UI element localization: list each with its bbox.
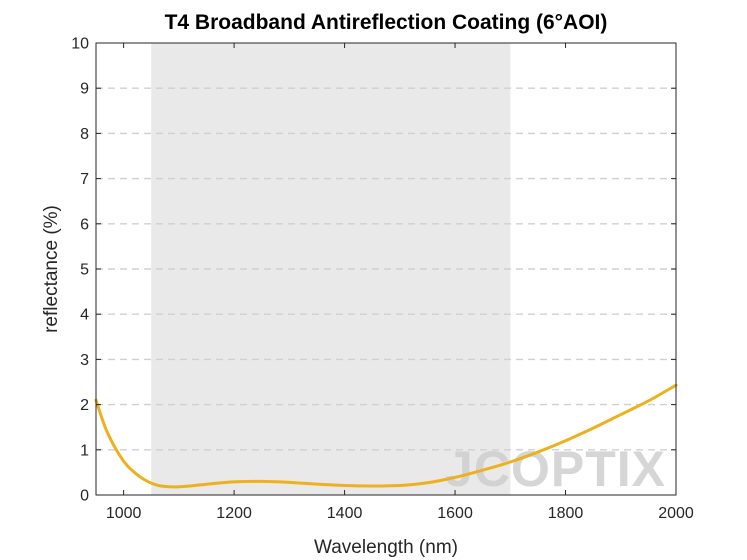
y-tick-label: 5 (80, 262, 89, 279)
watermark: JCOPTIX (445, 441, 666, 497)
y-tick-label: 3 (80, 352, 89, 369)
y-tick-label: 7 (80, 171, 89, 188)
y-tick-label: 0 (80, 488, 89, 505)
x-axis-ticks: 1000 1200 1400 1600 1800 2000 (106, 43, 694, 522)
x-tick-label: 1600 (437, 505, 473, 522)
x-tick-label: 1200 (216, 505, 252, 522)
y-tick-label: 6 (80, 216, 89, 233)
x-tick-label: 1800 (548, 505, 584, 522)
x-axis-label: Wavelength (nm) (314, 537, 458, 558)
y-tick-label: 2 (80, 397, 89, 414)
x-tick-label: 2000 (658, 505, 694, 522)
x-tick-label: 1000 (106, 505, 142, 522)
series-line (94, 383, 678, 489)
gridlines (96, 87, 676, 451)
y-tick-label: 8 (80, 126, 89, 143)
chart-title: T4 Broadband Antireflection Coating (6°A… (165, 11, 608, 34)
y-axis-ticks: 0 1 2 3 4 5 6 7 8 9 10 (71, 36, 676, 505)
y-tick-label: 9 (80, 81, 89, 98)
series-layer (94, 383, 678, 489)
y-tick-label: 4 (80, 307, 89, 324)
x-tick-label: 1400 (327, 505, 363, 522)
y-tick-label: 10 (71, 36, 89, 53)
y-axis-label: reflectance (%) (41, 205, 62, 333)
y-tick-label: 1 (80, 442, 89, 459)
